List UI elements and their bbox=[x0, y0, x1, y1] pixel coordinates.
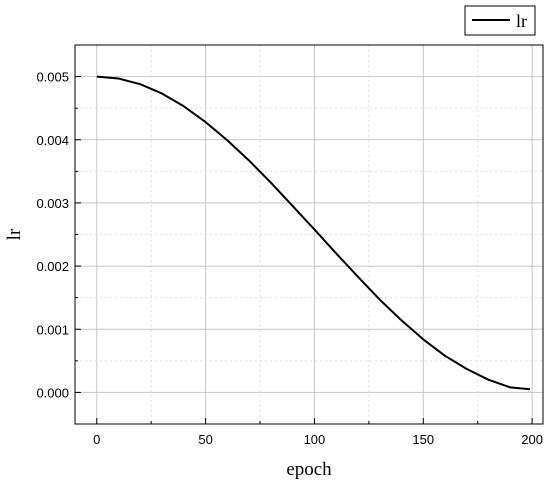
x-tick-label: 50 bbox=[198, 432, 212, 447]
y-tick-label: 0.004 bbox=[36, 133, 69, 148]
series-layer bbox=[96, 75, 530, 391]
y-tick-label: 0.001 bbox=[36, 322, 69, 337]
x-axis-ticks: 0 50 100 150 200 bbox=[93, 418, 543, 447]
x-tick-label: 200 bbox=[521, 432, 543, 447]
y-tick-label: 0.002 bbox=[36, 259, 69, 274]
legend: lr bbox=[464, 5, 536, 36]
x-tick-label: 0 bbox=[93, 432, 100, 447]
y-tick-label: 0.000 bbox=[36, 385, 69, 400]
x-tick-label: 100 bbox=[304, 432, 326, 447]
grid bbox=[75, 45, 543, 424]
y-tick-label: 0.005 bbox=[36, 70, 69, 85]
y-tick-label: 0.003 bbox=[36, 196, 69, 211]
legend-label-lr: lr bbox=[516, 11, 527, 31]
x-tick-label: 150 bbox=[412, 432, 434, 447]
y-axis-ticks: 0.000 0.001 0.002 0.003 0.004 0.005 bbox=[36, 70, 81, 400]
series-line-lr bbox=[96, 75, 530, 391]
y-axis-label: lr bbox=[4, 228, 25, 240]
x-axis-label: epoch bbox=[286, 459, 332, 480]
